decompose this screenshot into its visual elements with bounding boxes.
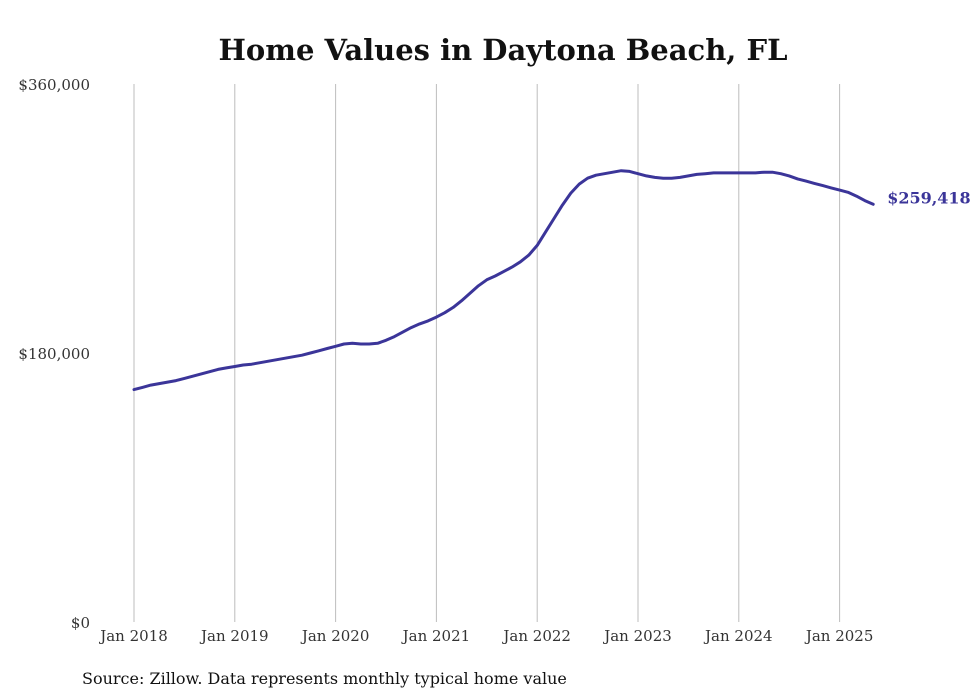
y-tick-label: $0: [71, 614, 90, 632]
x-tick-label: Jan 2025: [804, 627, 874, 645]
chart-title: Home Values in Daytona Beach, FL: [219, 33, 788, 67]
end-value-label: $259,418: [887, 188, 971, 207]
x-tick-label: Jan 2018: [98, 627, 168, 645]
y-axis-ticks: $0 $180,000 $360,000: [18, 76, 90, 632]
y-tick-label: $180,000: [18, 345, 90, 363]
x-tick-label: Jan 2022: [501, 627, 571, 645]
x-tick-label: Jan 2021: [401, 627, 471, 645]
x-axis-ticks: Jan 2018 Jan 2019 Jan 2020 Jan 2021 Jan 2022…: [98, 627, 873, 645]
x-tick-label: Jan 2023: [602, 627, 672, 645]
gridlines: [133, 84, 841, 622]
x-tick-label: Jan 2020: [300, 627, 370, 645]
y-tick-label: $360,000: [18, 76, 90, 94]
x-tick-label: Jan 2024: [703, 627, 773, 645]
series-line: [132, 169, 875, 392]
x-tick-label: Jan 2019: [199, 627, 269, 645]
source-note: Source: Zillow. Data represents monthly …: [82, 669, 567, 688]
